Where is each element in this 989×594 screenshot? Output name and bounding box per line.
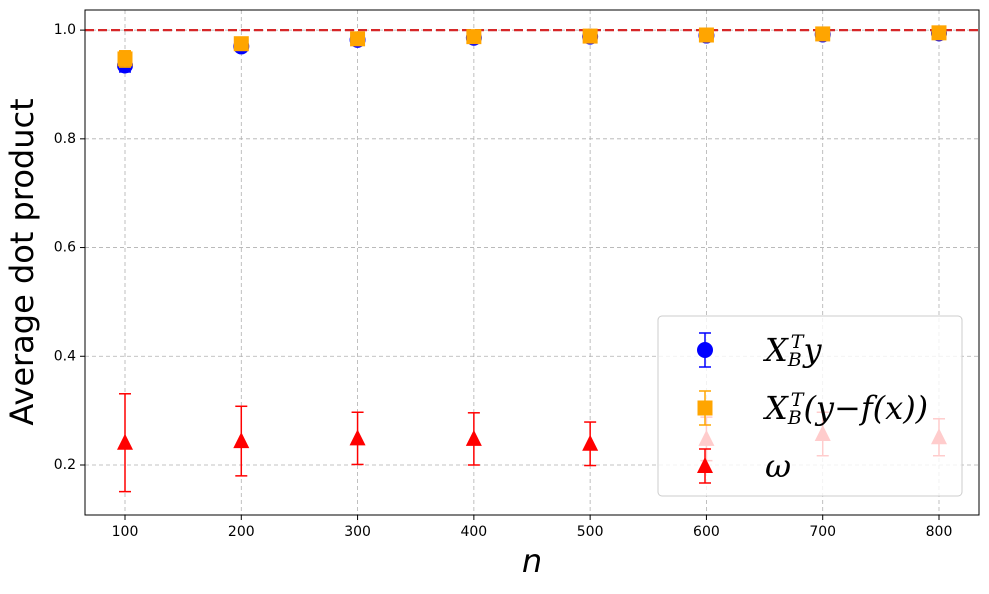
marker xyxy=(465,429,482,446)
marker xyxy=(117,433,134,450)
legend-label: ω xyxy=(765,447,791,485)
plot-frame xyxy=(84,9,980,516)
x-tick-label: 600 xyxy=(693,524,720,540)
marker xyxy=(931,25,947,41)
marker xyxy=(697,342,713,358)
x-tick-label: 300 xyxy=(344,524,371,540)
y-tick-label: 0.4 xyxy=(54,348,76,364)
marker xyxy=(582,28,598,44)
legend: XBTy XBT(y−f(x)) ω xyxy=(657,315,963,497)
marker xyxy=(815,26,831,42)
x-tick-label: 400 xyxy=(460,524,487,540)
y-tick-label: 1.0 xyxy=(54,22,76,38)
y-tick-label: 0.8 xyxy=(54,131,76,147)
x-tick-label: 100 xyxy=(112,524,139,540)
marker xyxy=(350,31,366,47)
marker xyxy=(697,400,713,416)
marker xyxy=(698,27,714,43)
legend-box xyxy=(657,315,963,497)
marker xyxy=(582,434,599,451)
marker xyxy=(233,432,250,449)
x-tick-label: 700 xyxy=(809,524,836,540)
x-tick-label: 800 xyxy=(926,524,953,540)
legend-label: XBT(y−f(x)) xyxy=(762,389,928,430)
y-tick-label: 0.2 xyxy=(54,457,76,473)
y-axis-label: Average dot product xyxy=(3,98,41,425)
x-axis-label: n xyxy=(522,542,542,580)
x-tick-label: 500 xyxy=(577,524,604,540)
marker xyxy=(697,457,713,473)
marker xyxy=(466,29,482,45)
marker xyxy=(349,429,366,446)
marker xyxy=(117,51,133,67)
x-tick-label: 200 xyxy=(228,524,255,540)
legend-label: XBTy xyxy=(762,331,822,372)
y-tick-label: 0.6 xyxy=(54,240,76,256)
marker xyxy=(233,36,249,52)
